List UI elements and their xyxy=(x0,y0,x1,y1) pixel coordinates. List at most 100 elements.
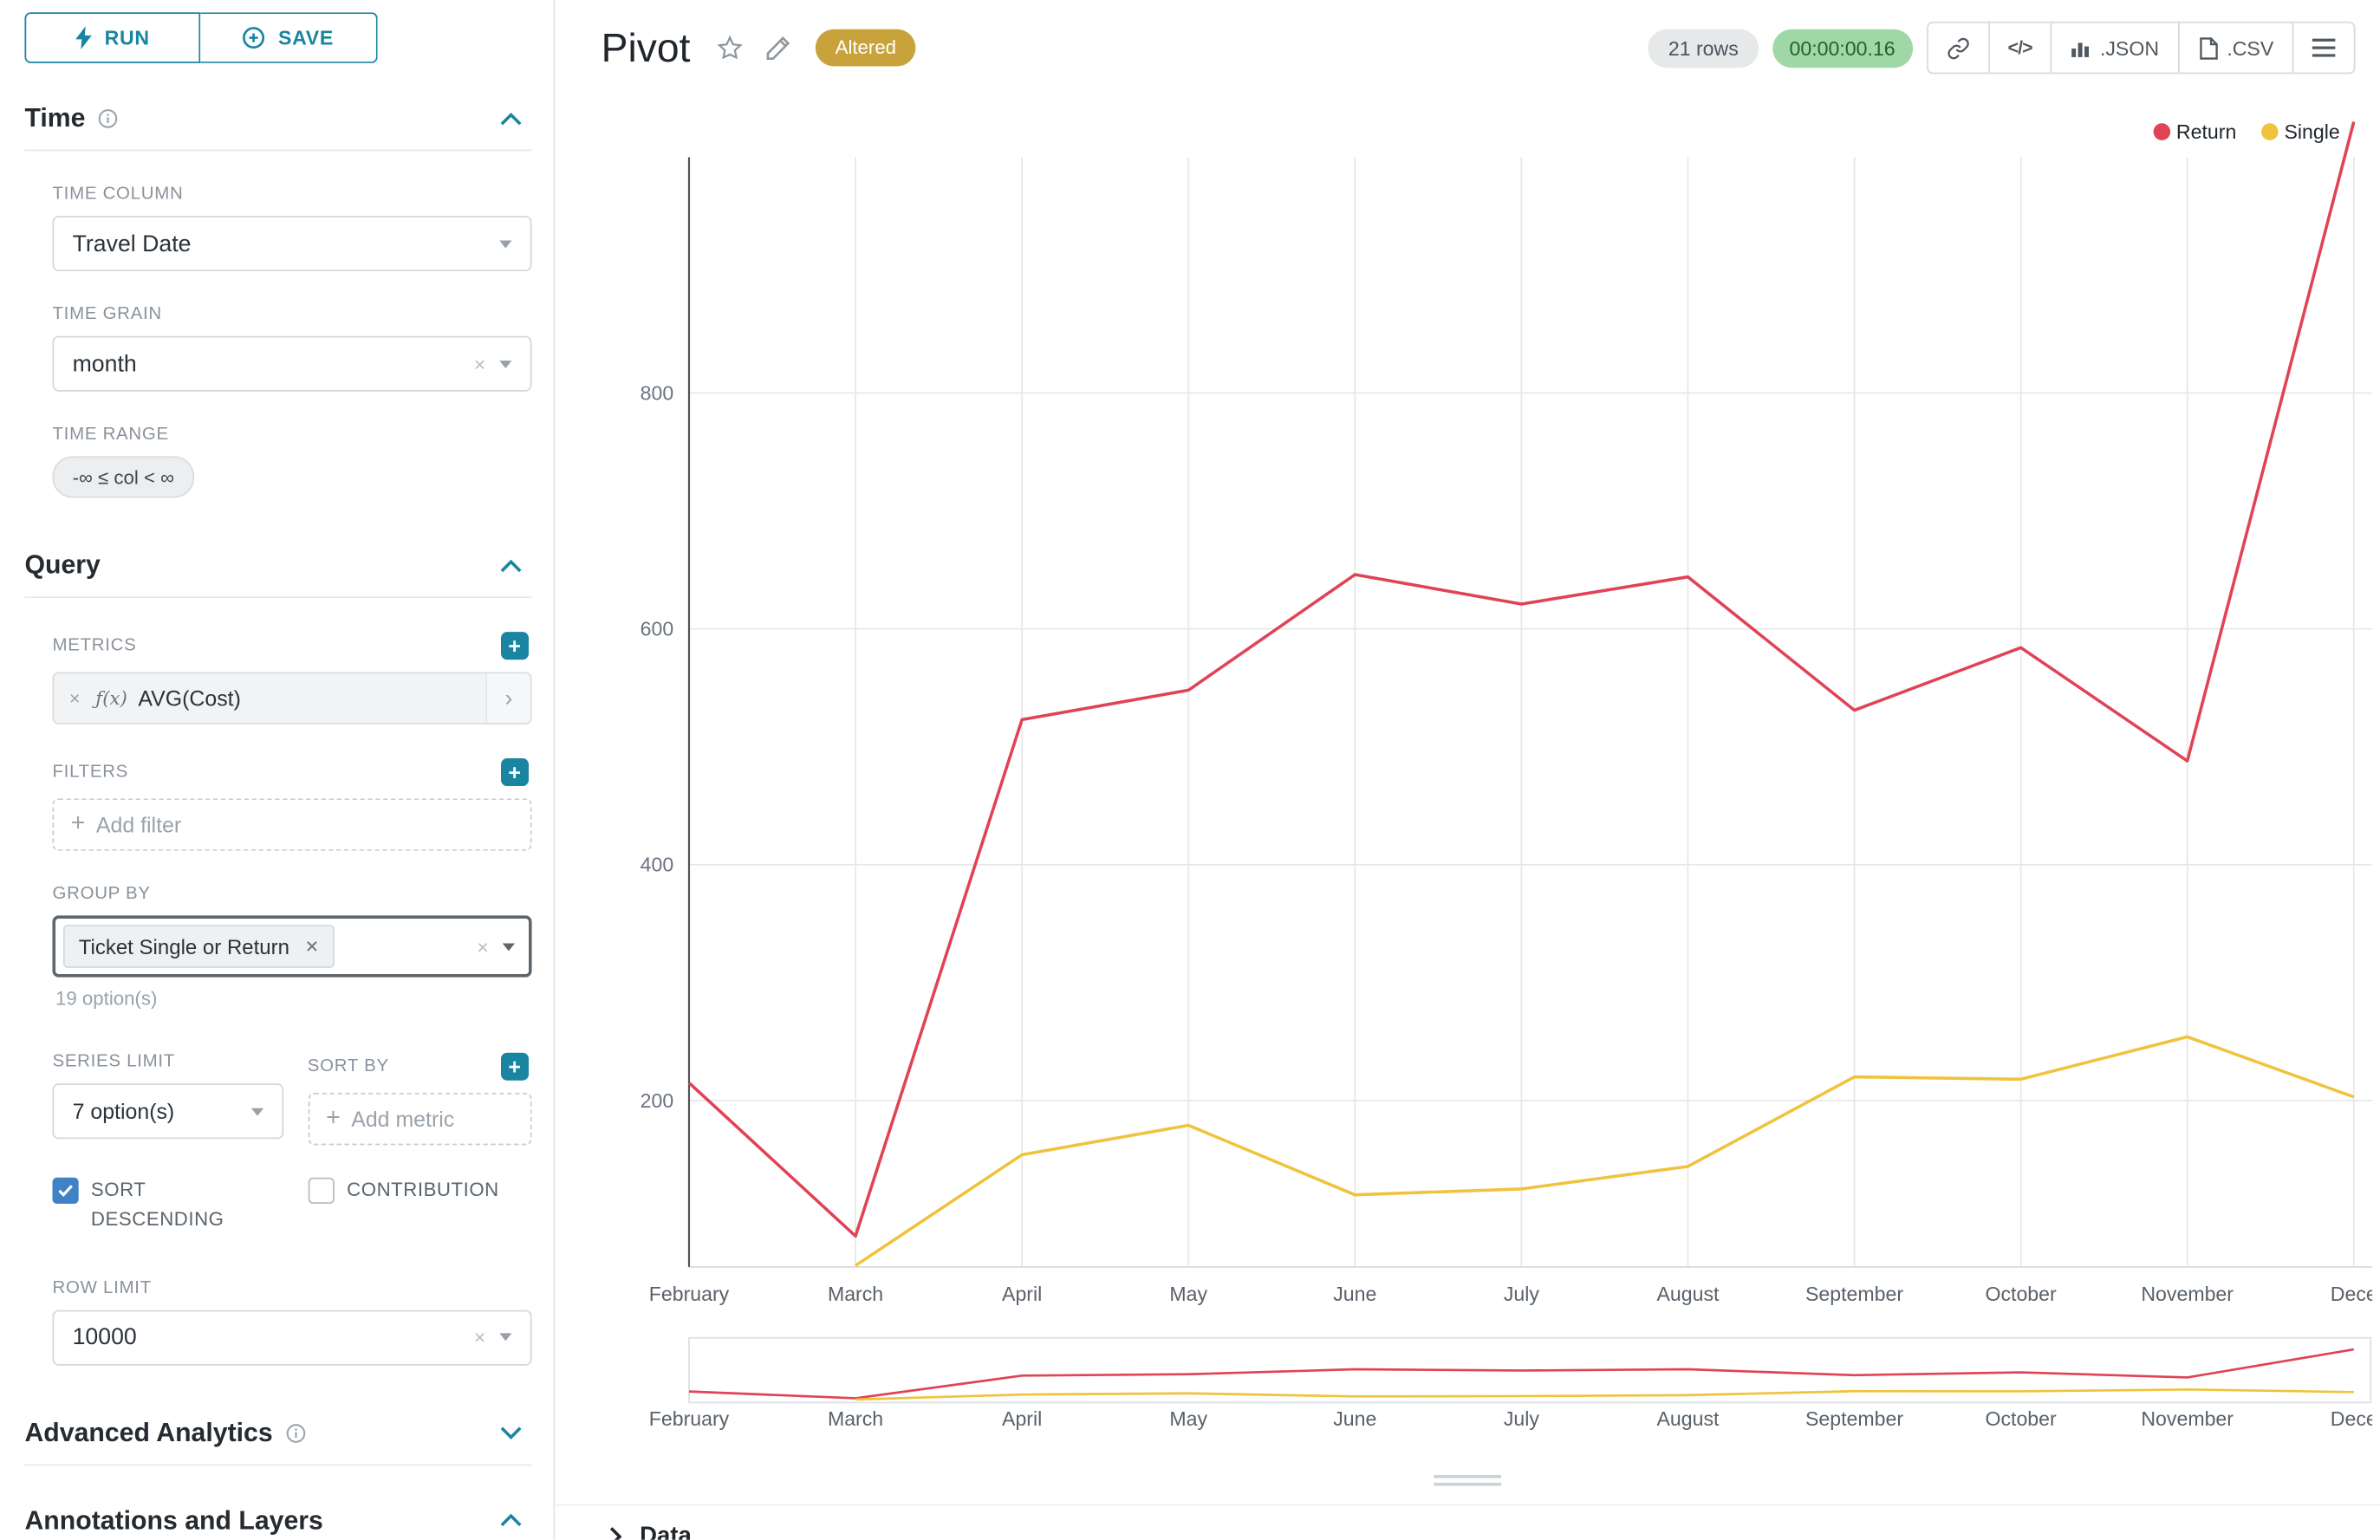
mini-navigator-chart[interactable]: February March April May June July August Septe… xyxy=(555,1335,2372,1433)
query-section-title: Query xyxy=(24,549,101,580)
svg-text:July: July xyxy=(1504,1407,1540,1430)
add-metric-button[interactable]: + xyxy=(501,632,530,660)
save-button-label: SAVE xyxy=(277,26,335,49)
edit-icon[interactable] xyxy=(764,35,790,61)
svg-text:Dece: Dece xyxy=(2331,1283,2372,1305)
hamburger-icon xyxy=(2312,38,2336,57)
annotations-header: Annotations and Layers xyxy=(24,1505,531,1537)
run-save-buttons: RUN SAVE xyxy=(24,12,531,63)
contribution-label: CONTRIBUTION xyxy=(347,1179,499,1201)
advanced-analytics-header: Advanced Analytics xyxy=(24,1418,531,1449)
add-filter-button[interactable]: + xyxy=(501,758,530,787)
group-by-label: GROUP BY xyxy=(52,884,151,904)
clear-icon[interactable]: × xyxy=(477,934,489,958)
svg-text:October: October xyxy=(1986,1407,2058,1430)
time-column-select[interactable]: Travel Date xyxy=(52,215,532,272)
sort-by-label-text: SORT BY xyxy=(307,1057,389,1076)
svg-text:August: August xyxy=(1656,1407,1720,1430)
advanced-analytics-title: Advanced Analytics xyxy=(24,1417,273,1447)
filters-label: FILTERS + xyxy=(52,758,531,787)
header-actions: 21 rows 00:00:00.16 </> .JSON . xyxy=(1648,21,2356,75)
add-filter-dropzone[interactable]: + Add filter xyxy=(52,798,532,851)
data-panel: Data xyxy=(555,1504,2380,1540)
divider xyxy=(24,1464,532,1465)
chevron-down-icon xyxy=(250,1107,263,1115)
svg-text:May: May xyxy=(1169,1407,1207,1430)
resize-drag-handle[interactable] xyxy=(1434,1471,1502,1491)
divider xyxy=(24,596,532,599)
control-panel: RUN SAVE Time TIME COLUMN Travel Date TI… xyxy=(0,0,556,1540)
data-panel-title: Data xyxy=(640,1523,692,1540)
group-by-chip[interactable]: Ticket Single or Return ✕ xyxy=(62,925,335,968)
query-timer-badge: 00:00:00.16 xyxy=(1772,28,1913,68)
time-section-title: Time xyxy=(24,103,86,133)
save-button[interactable]: SAVE xyxy=(200,12,378,63)
lightning-icon xyxy=(75,26,92,49)
view-query-button[interactable]: </> xyxy=(1987,23,2051,73)
group-by-chip-label: Ticket Single or Return xyxy=(78,934,290,958)
export-json-button[interactable]: .JSON xyxy=(2051,23,2177,73)
time-range-pill[interactable]: -∞ ≤ col < ∞ xyxy=(52,456,195,498)
chart-menu-button[interactable] xyxy=(2292,23,2354,73)
row-limit-value: 10000 xyxy=(72,1324,137,1351)
series-limit-value: 7 option(s) xyxy=(72,1099,175,1124)
clear-icon[interactable]: × xyxy=(473,1325,486,1349)
run-button[interactable]: RUN xyxy=(24,12,201,63)
metrics-label: METRICS + xyxy=(52,632,531,660)
run-button-label: RUN xyxy=(104,26,150,49)
code-icon: </> xyxy=(2007,36,2032,59)
svg-text:400: 400 xyxy=(641,854,674,876)
chevron-up-icon[interactable] xyxy=(499,1514,523,1528)
time-grain-select[interactable]: month × xyxy=(52,335,532,392)
group-by-select[interactable]: Ticket Single or Return ✕ × xyxy=(52,915,532,978)
legend-label: Return xyxy=(2175,120,2237,144)
data-panel-toggle[interactable]: Data xyxy=(555,1506,2380,1540)
add-sort-metric-dropzone[interactable]: + Add metric xyxy=(307,1092,532,1146)
svg-text:November: November xyxy=(2141,1283,2234,1305)
group-by-options-hint: 19 option(s) xyxy=(55,988,158,1010)
remove-metric-icon[interactable]: × xyxy=(69,687,81,710)
add-filter-placeholder: Add filter xyxy=(95,812,182,837)
time-section-header: Time xyxy=(24,103,531,134)
add-sort-metric-button[interactable]: + xyxy=(501,1052,530,1081)
time-range-label: TIME RANGE xyxy=(52,425,169,445)
metric-item[interactable]: × ƒ(x) AVG(Cost) › xyxy=(52,672,532,725)
chevron-down-icon[interactable] xyxy=(499,1426,523,1440)
sort-descending-checkbox[interactable]: SORT DESCENDING xyxy=(52,1176,283,1236)
file-icon xyxy=(2199,36,2218,59)
altered-badge: Altered xyxy=(815,29,917,67)
clear-icon[interactable]: × xyxy=(473,352,486,376)
series-limit-select[interactable]: 7 option(s) xyxy=(52,1083,283,1140)
legend-item-single[interactable]: Single xyxy=(2260,120,2340,143)
svg-text:May: May xyxy=(1169,1283,1207,1305)
chart-header: Pivot Altered 21 rows 00:00:00.16 </> xyxy=(602,21,2356,75)
row-limit-select[interactable]: 10000 × xyxy=(52,1309,532,1366)
chevron-up-icon[interactable] xyxy=(499,558,523,573)
svg-text:February: February xyxy=(649,1407,730,1430)
svg-text:June: June xyxy=(1333,1407,1376,1430)
favorite-star-icon[interactable] xyxy=(715,33,745,62)
svg-text:June: June xyxy=(1333,1283,1376,1305)
info-icon[interactable] xyxy=(285,1422,307,1444)
svg-text:August: August xyxy=(1656,1283,1720,1305)
checkbox-unchecked-icon xyxy=(308,1177,335,1205)
chevron-down-icon xyxy=(499,360,512,368)
legend-item-return[interactable]: Return xyxy=(2153,120,2237,144)
svg-text:October: October xyxy=(1986,1283,2058,1305)
sort-by-label: SORT BY + xyxy=(307,1052,532,1081)
export-csv-button[interactable]: .CSV xyxy=(2177,23,2292,73)
series-limit-label: SERIES LIMIT xyxy=(52,1052,175,1072)
info-icon[interactable] xyxy=(98,107,120,129)
time-column-value: Travel Date xyxy=(72,230,192,257)
export-csv-label: .CSV xyxy=(2227,36,2274,60)
remove-chip-icon[interactable]: ✕ xyxy=(304,938,320,957)
main-line-chart: 200 400 600 800 February March April May June Jul… xyxy=(641,121,2372,1305)
chevron-right-icon[interactable]: › xyxy=(485,673,530,724)
chevron-up-icon[interactable] xyxy=(499,112,523,126)
chevron-down-icon xyxy=(499,1333,512,1342)
share-link-button[interactable] xyxy=(1928,23,1987,73)
contribution-checkbox[interactable]: CONTRIBUTION xyxy=(308,1176,499,1236)
time-section-body: TIME COLUMN Travel Date TIME GRAIN month… xyxy=(52,185,532,498)
time-grain-label: TIME GRAIN xyxy=(52,305,162,324)
query-section-body: METRICS + × ƒ(x) AVG(Cost) › FILTERS + +… xyxy=(52,632,532,1366)
